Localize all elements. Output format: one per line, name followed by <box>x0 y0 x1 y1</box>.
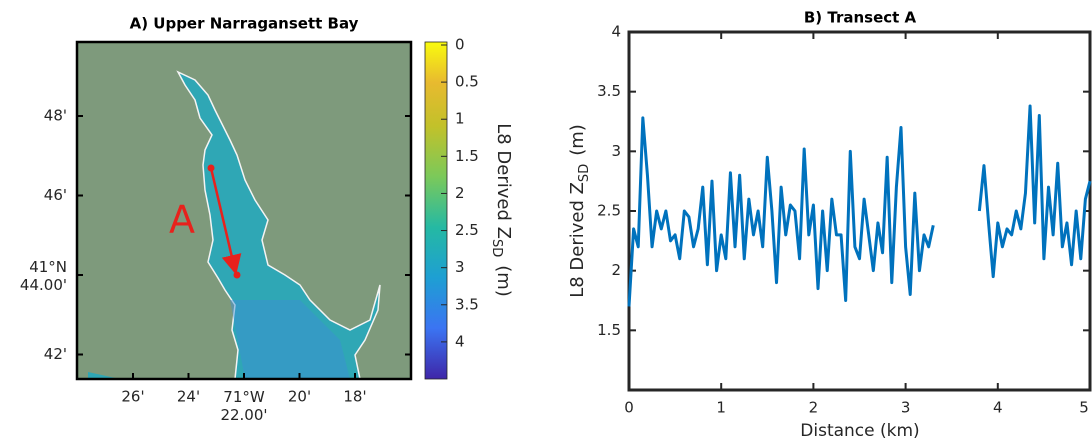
y-tick-label: 2.5 <box>597 202 621 220</box>
label-unit: (m) <box>493 265 514 297</box>
transect-end <box>233 271 241 279</box>
map-title: A) Upper Narragansett Bay <box>130 15 359 33</box>
label-text: L8 Derived Z <box>567 182 588 298</box>
x-tick-label: 4 <box>993 399 1003 417</box>
x-tick-label: 0 <box>624 399 634 417</box>
y-tick-label: 3.5 <box>597 82 621 100</box>
data-line <box>627 104 1092 307</box>
y-tick-label: 3 <box>611 142 621 160</box>
x-tick-label: 71°W 22.00' <box>220 388 267 424</box>
x-tick-label-line: 71°W <box>223 388 265 406</box>
y-tick-label-line: 41°N <box>29 258 67 276</box>
colorbar-tick-label: 3 <box>455 258 465 276</box>
label-subscript: SD <box>490 239 505 257</box>
colorbar-tick-label: 1 <box>455 110 465 128</box>
colorbar-tick-label: 2 <box>455 184 465 202</box>
transect-arrow <box>209 167 242 275</box>
y-tick-label: 42' <box>44 345 67 363</box>
y-tick-label: 46' <box>44 186 67 204</box>
colorbar <box>424 41 448 380</box>
colorbar-tick-label: 0.5 <box>455 73 479 91</box>
line-title: B) Transect A <box>804 9 917 27</box>
x-tick-label: 18' <box>343 388 366 406</box>
x-tick-label: 2 <box>809 399 819 417</box>
colorbar-tick-label: 3.5 <box>455 295 479 313</box>
bay-deep <box>230 300 350 379</box>
label-text: L8 Derived Z <box>493 123 514 239</box>
x-tick-label: 5 <box>1079 399 1089 417</box>
y-axis-label: L8 Derived ZSD (m) <box>567 124 592 298</box>
colorbar-tick-label: 2.5 <box>455 221 479 239</box>
map-image <box>77 42 411 379</box>
colorbar-tick-label: 1.5 <box>455 147 479 165</box>
colorbar-tick-label: 0 <box>455 36 465 54</box>
y-tick-label: 2 <box>611 261 621 279</box>
x-tick-label: 26' <box>121 388 144 406</box>
y-tick-label: 1.5 <box>597 321 621 339</box>
y-tick-label: 4 <box>611 23 621 41</box>
y-tick-label-line: 44.00' <box>20 276 67 294</box>
y-tick-label: 48' <box>44 107 67 125</box>
x-tick-label: 3 <box>901 399 911 417</box>
bay-south <box>88 372 120 379</box>
transect-start <box>207 164 215 172</box>
x-tick-label: 1 <box>716 399 726 417</box>
label-subscript: SD <box>577 164 592 182</box>
x-tick-label: 20' <box>288 388 311 406</box>
annotation: A <box>169 198 195 242</box>
x-tick-label-line: 22.00' <box>220 406 267 424</box>
plot-frame <box>627 30 1092 392</box>
label-unit: (m) <box>567 124 588 156</box>
y-tick-label: 41°N 44.00' <box>20 258 67 294</box>
colorbar-label: L8 Derived ZSD (m) <box>490 123 515 297</box>
x-tick-label: 24' <box>177 388 200 406</box>
colorbar-tick-label: 4 <box>455 332 465 350</box>
bay <box>176 70 381 379</box>
x-axis-label: Distance (km) <box>800 421 919 441</box>
